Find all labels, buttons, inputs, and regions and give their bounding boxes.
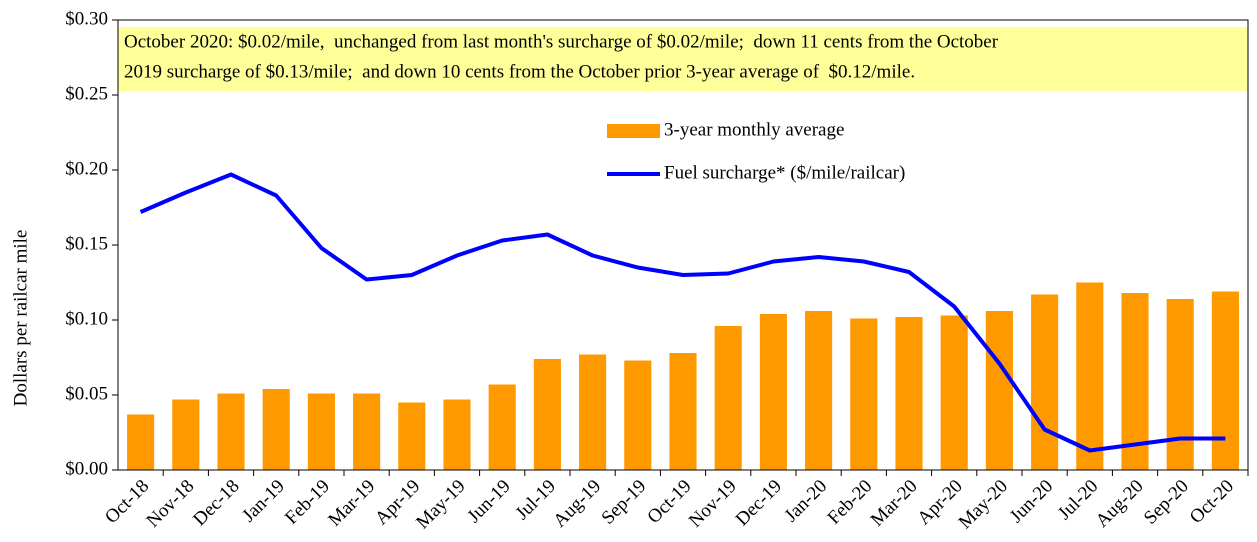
- x-tick-label: Dec-18: [189, 476, 243, 530]
- bar: [127, 414, 155, 470]
- bar: [353, 393, 381, 470]
- y-tick-label: $0.15: [65, 233, 108, 254]
- x-tick-label: May-19: [412, 476, 469, 533]
- legend-label: 3-year monthly average: [664, 119, 844, 140]
- legend-label: Fuel surcharge* ($/mile/railcar): [664, 162, 905, 183]
- x-tick-label: May-20: [955, 476, 1012, 533]
- x-tick-label: Mar-19: [324, 476, 379, 531]
- x-tick-label: Feb-19: [281, 476, 334, 529]
- bar: [262, 389, 290, 470]
- bar: [217, 393, 245, 470]
- x-tick-label: Nov-19: [685, 476, 741, 532]
- plot-border: [117, 19, 1249, 471]
- x-tick-label: Jun-19: [463, 476, 514, 527]
- x-tick-label: Dec-19: [732, 476, 786, 530]
- annotation-box: [118, 27, 1248, 91]
- bar: [940, 315, 968, 470]
- x-tick-label: Oct-20: [1186, 476, 1238, 528]
- bar: [985, 311, 1013, 470]
- annotation-line: 2019 surcharge of $0.13/mile; and down 1…: [124, 61, 915, 82]
- bar: [172, 399, 200, 470]
- x-tick-label: Mar-20: [867, 476, 922, 531]
- x-tick-label: Jan-19: [238, 476, 289, 527]
- x-tick-label: Aug-19: [549, 476, 605, 532]
- y-axis-label: Dollars per railcar mile: [10, 230, 31, 407]
- y-tick-label: $0.25: [65, 83, 108, 104]
- x-tick-label: Aug-20: [1092, 476, 1148, 532]
- bar: [805, 311, 833, 470]
- line: [139, 172, 1226, 453]
- annotation-line: October 2020: $0.02/mile, unchanged from…: [124, 31, 999, 52]
- bar: [1121, 293, 1149, 470]
- bar: [488, 384, 516, 470]
- bar: [1076, 282, 1104, 470]
- bar: [624, 360, 652, 470]
- bar: [895, 317, 923, 470]
- bar: [759, 314, 787, 470]
- bar: [443, 399, 471, 470]
- bar: [669, 353, 697, 470]
- x-tick-label: Jan-20: [781, 476, 832, 527]
- bar: [307, 393, 335, 470]
- bar: [398, 402, 426, 470]
- bar: [1211, 291, 1239, 470]
- bar: [850, 318, 878, 470]
- x-tick-label: Sep-20: [1140, 476, 1193, 529]
- x-tick-label: Feb-20: [824, 476, 877, 529]
- bar: [714, 326, 742, 470]
- bar: [1031, 294, 1059, 470]
- bar: [533, 359, 561, 470]
- y-tick-label: $0.20: [65, 158, 108, 179]
- y-tick-label: $0.10: [65, 308, 108, 329]
- y-tick-label: $0.00: [65, 458, 108, 479]
- bar: [579, 354, 607, 470]
- bar: [1166, 299, 1194, 470]
- y-tick-label: $0.05: [65, 383, 108, 404]
- x-tick-label: Jun-20: [1006, 476, 1057, 527]
- x-tick-label: Nov-18: [143, 476, 199, 532]
- y-tick-label: $0.30: [65, 8, 108, 29]
- x-tick-label: Sep-19: [598, 476, 651, 529]
- legend-swatch: [607, 124, 660, 138]
